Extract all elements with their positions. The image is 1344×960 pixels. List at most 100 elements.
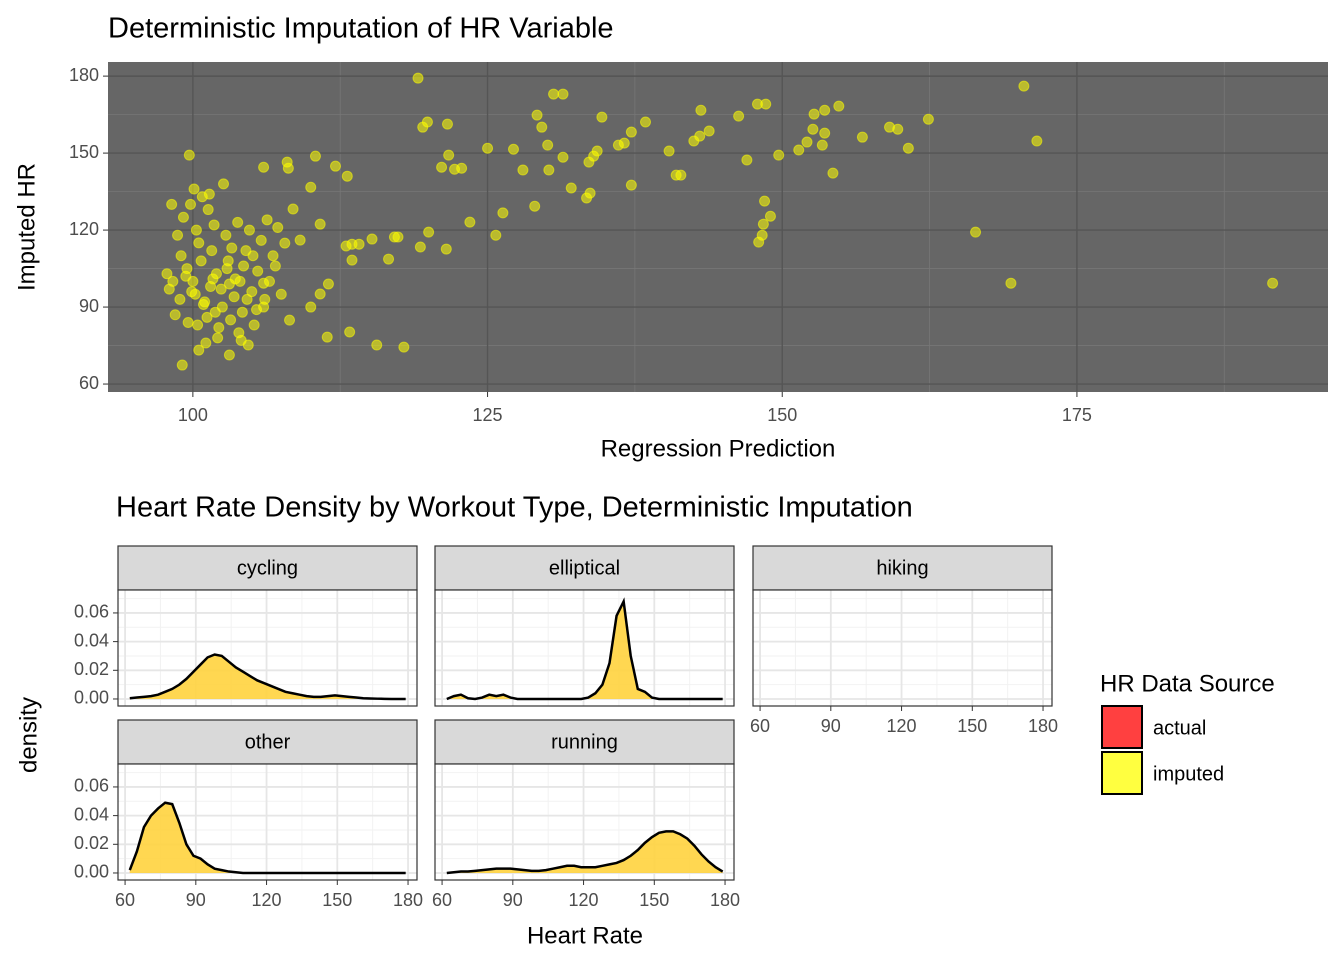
x-tick-label: 180 bbox=[1028, 716, 1058, 736]
x-tick-label: 180 bbox=[710, 890, 740, 910]
point bbox=[175, 250, 187, 262]
point bbox=[583, 156, 595, 168]
point bbox=[440, 243, 452, 255]
point bbox=[902, 142, 914, 154]
point bbox=[371, 339, 383, 351]
panel-border bbox=[434, 589, 735, 707]
density-fill bbox=[446, 831, 723, 873]
point bbox=[166, 198, 178, 210]
point bbox=[272, 222, 284, 234]
point bbox=[612, 139, 624, 151]
point bbox=[346, 254, 358, 266]
point bbox=[801, 136, 813, 148]
point bbox=[186, 286, 198, 298]
chart-title: Heart Rate Density by Workout Type, Dete… bbox=[116, 492, 913, 524]
density-line bbox=[446, 830, 724, 875]
x-tick-label: 120 bbox=[887, 716, 917, 736]
point bbox=[625, 179, 637, 191]
plot-background bbox=[108, 62, 1328, 392]
x-tick-label: 175 bbox=[1062, 405, 1092, 425]
y-tick-label: 0.04 bbox=[74, 804, 109, 824]
point bbox=[167, 275, 179, 287]
x-axis-label: Heart Rate bbox=[527, 922, 643, 949]
point bbox=[892, 123, 904, 135]
point bbox=[294, 234, 306, 246]
y-tick-label: 0.04 bbox=[74, 630, 109, 650]
strip bbox=[117, 545, 418, 591]
strip-label: cycling bbox=[237, 557, 298, 579]
point bbox=[174, 293, 186, 305]
point bbox=[366, 233, 378, 245]
point bbox=[517, 164, 529, 176]
x-tick-label: 150 bbox=[957, 716, 987, 736]
point bbox=[819, 104, 831, 116]
strip bbox=[752, 545, 1053, 591]
point bbox=[557, 151, 569, 163]
point bbox=[529, 200, 541, 212]
point bbox=[536, 121, 548, 133]
point bbox=[275, 288, 287, 300]
point bbox=[218, 178, 230, 190]
strip bbox=[117, 719, 418, 765]
x-tick-label: 120 bbox=[252, 890, 282, 910]
point bbox=[284, 314, 296, 326]
point bbox=[169, 309, 181, 321]
legend-label: imputed bbox=[1153, 763, 1224, 785]
point bbox=[172, 229, 184, 241]
point bbox=[225, 314, 237, 326]
point bbox=[321, 331, 333, 343]
y-tick-label: 150 bbox=[69, 142, 99, 162]
legend-key bbox=[1101, 705, 1143, 749]
strip-label: hiking bbox=[876, 557, 928, 579]
point bbox=[236, 306, 248, 318]
y-tick-label: 0.02 bbox=[74, 833, 109, 853]
point bbox=[180, 270, 192, 282]
point bbox=[1031, 135, 1043, 147]
x-tick-label: 150 bbox=[767, 405, 797, 425]
x-axis-label: Regression Prediction bbox=[601, 435, 836, 462]
point bbox=[201, 311, 213, 323]
point bbox=[223, 349, 235, 361]
point bbox=[751, 98, 763, 110]
y-tick-label: 120 bbox=[69, 219, 99, 239]
panel-border bbox=[117, 589, 418, 707]
point bbox=[215, 283, 227, 295]
point bbox=[200, 337, 212, 349]
point bbox=[255, 234, 267, 246]
point bbox=[922, 113, 934, 125]
point bbox=[833, 100, 845, 112]
legend-label: actual bbox=[1153, 717, 1206, 739]
y-tick-label: 0.06 bbox=[74, 602, 109, 622]
point bbox=[497, 207, 509, 219]
point bbox=[436, 161, 448, 173]
point bbox=[581, 192, 593, 204]
x-tick-label: 120 bbox=[569, 890, 599, 910]
point bbox=[507, 143, 519, 155]
point bbox=[267, 250, 279, 262]
density-line bbox=[446, 597, 723, 701]
point bbox=[252, 265, 264, 277]
point bbox=[185, 198, 197, 210]
point bbox=[557, 88, 569, 100]
point bbox=[808, 108, 820, 120]
point bbox=[314, 218, 326, 230]
legend-title: HR Data Source bbox=[1100, 670, 1275, 697]
point bbox=[183, 149, 195, 161]
point bbox=[542, 139, 554, 151]
point bbox=[247, 250, 259, 262]
point bbox=[176, 359, 188, 371]
strip bbox=[434, 719, 735, 765]
point bbox=[213, 322, 225, 334]
point bbox=[221, 263, 233, 275]
point bbox=[177, 211, 189, 223]
point bbox=[398, 341, 410, 353]
y-tick-label: 0.00 bbox=[74, 862, 109, 882]
point bbox=[856, 131, 868, 143]
point bbox=[759, 195, 771, 207]
point bbox=[207, 273, 219, 285]
point bbox=[703, 125, 715, 137]
point bbox=[329, 160, 341, 172]
point bbox=[1267, 277, 1279, 289]
point bbox=[764, 210, 776, 222]
